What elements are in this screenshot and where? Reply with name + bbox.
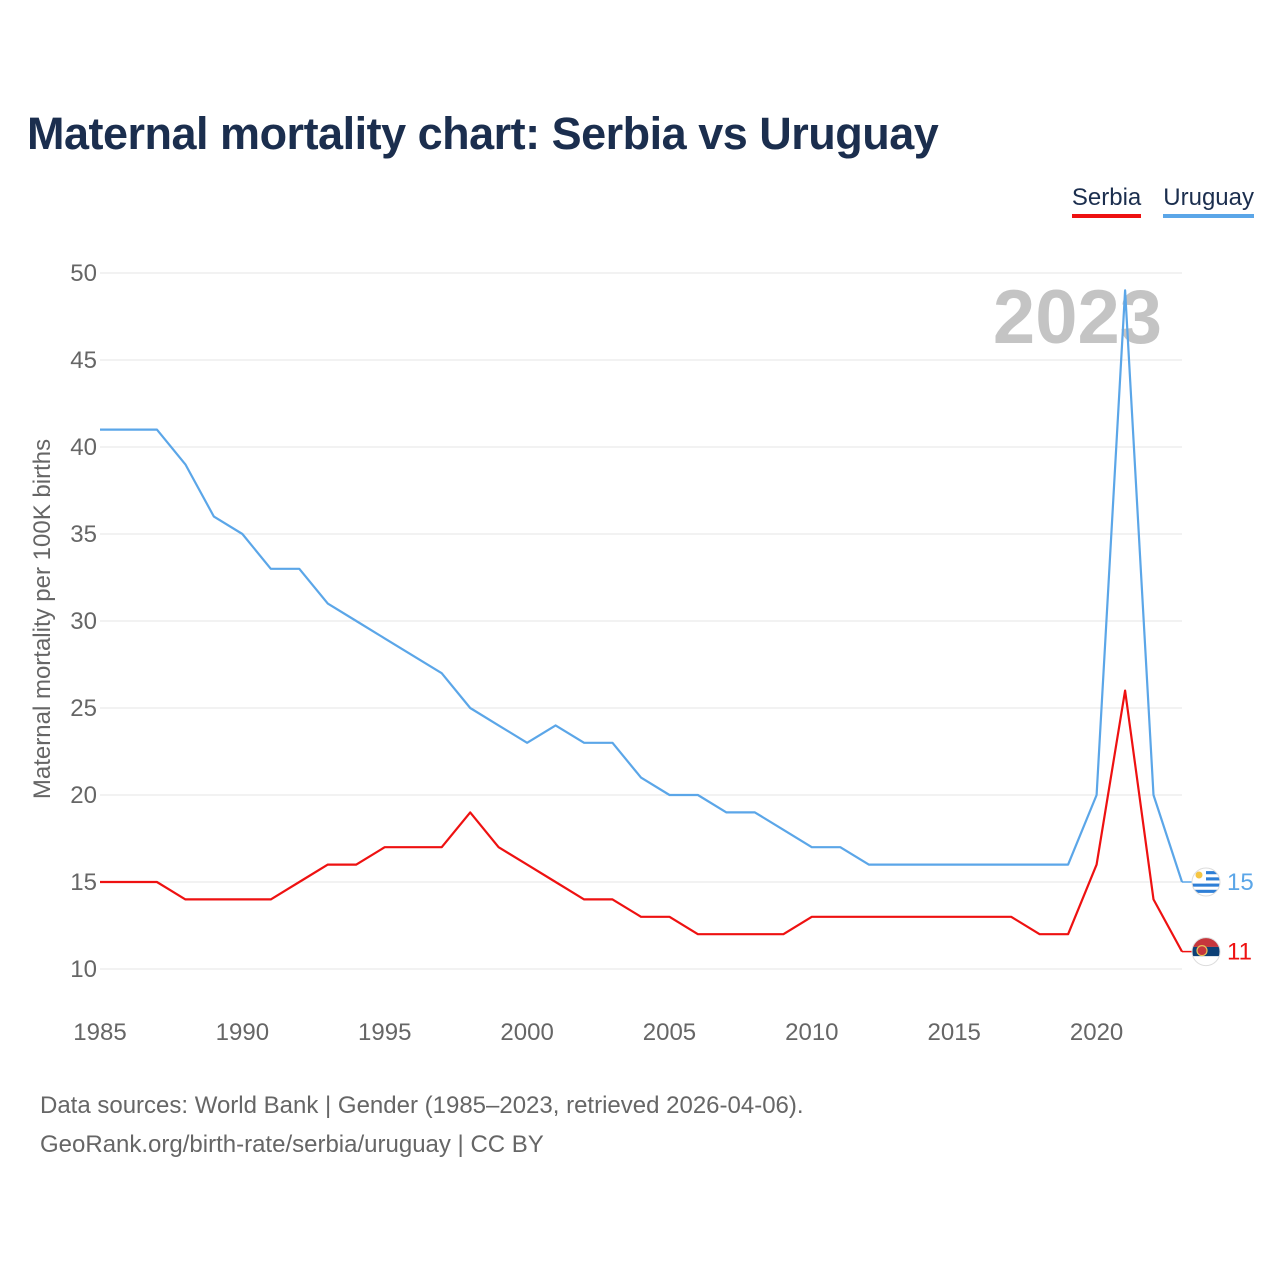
chart-title: Maternal mortality chart: Serbia vs Urug… — [27, 108, 939, 159]
x-axis-ticks: 1985 1990 1995 2000 2005 2010 2015 2020 — [73, 1019, 1123, 1046]
series-line-uruguay[interactable] — [100, 289, 1184, 883]
x-tick-label-2020: 2020 — [1070, 1019, 1123, 1046]
y-tick-label-30: 30 — [70, 608, 97, 635]
end-label-uruguay: 15 — [1227, 869, 1254, 896]
y-tick-label-40: 40 — [70, 434, 97, 461]
legend: Serbia Uruguay — [1071, 183, 1254, 218]
legend-item-serbia[interactable]: Serbia — [1071, 183, 1142, 218]
year-watermark: 2023 — [993, 275, 1162, 360]
series-end-labels: 11 15 — [1182, 867, 1254, 967]
x-tick-label-2015: 2015 — [928, 1019, 981, 1046]
y-tick-label-20: 20 — [70, 782, 97, 809]
x-tick-label-1985: 1985 — [73, 1019, 126, 1046]
source-line-1: Data sources: World Bank | Gender (1985–… — [40, 1092, 804, 1119]
y-tick-label-45: 45 — [70, 347, 97, 374]
legend-item-uruguay[interactable]: Uruguay — [1163, 183, 1254, 218]
y-tick-label-25: 25 — [70, 695, 97, 722]
x-tick-label-2000: 2000 — [500, 1019, 553, 1046]
y-axis-label: Maternal mortality per 100K births — [29, 439, 56, 799]
serbia-flag-icon — [1191, 937, 1221, 967]
y-tick-label-15: 15 — [70, 869, 97, 896]
y-tick-label-50: 50 — [70, 260, 97, 287]
series-lines — [100, 289, 1184, 953]
x-tick-label-1990: 1990 — [216, 1019, 269, 1046]
series-line-serbia[interactable] — [100, 689, 1183, 953]
gridlines — [100, 272, 1182, 970]
y-tick-label-10: 10 — [70, 956, 97, 983]
source-line-2[interactable]: GeoRank.org/birth-rate/serbia/uruguay | … — [40, 1131, 544, 1158]
uruguay-flag-icon — [1191, 867, 1221, 897]
line-chart: 10 15 20 25 30 35 40 45 50 1985 1990 1995 2000 2005 2… — [29, 260, 1254, 1046]
end-label-serbia: 11 — [1227, 939, 1252, 966]
y-tick-label-35: 35 — [70, 521, 97, 548]
x-tick-label-1995: 1995 — [358, 1019, 411, 1046]
y-axis-ticks: 10 15 20 25 30 35 40 45 50 — [70, 260, 97, 983]
x-tick-label-2005: 2005 — [643, 1019, 696, 1046]
x-tick-label-2010: 2010 — [785, 1019, 838, 1046]
source-note: Data sources: World Bank | Gender (1985–… — [40, 1086, 804, 1164]
